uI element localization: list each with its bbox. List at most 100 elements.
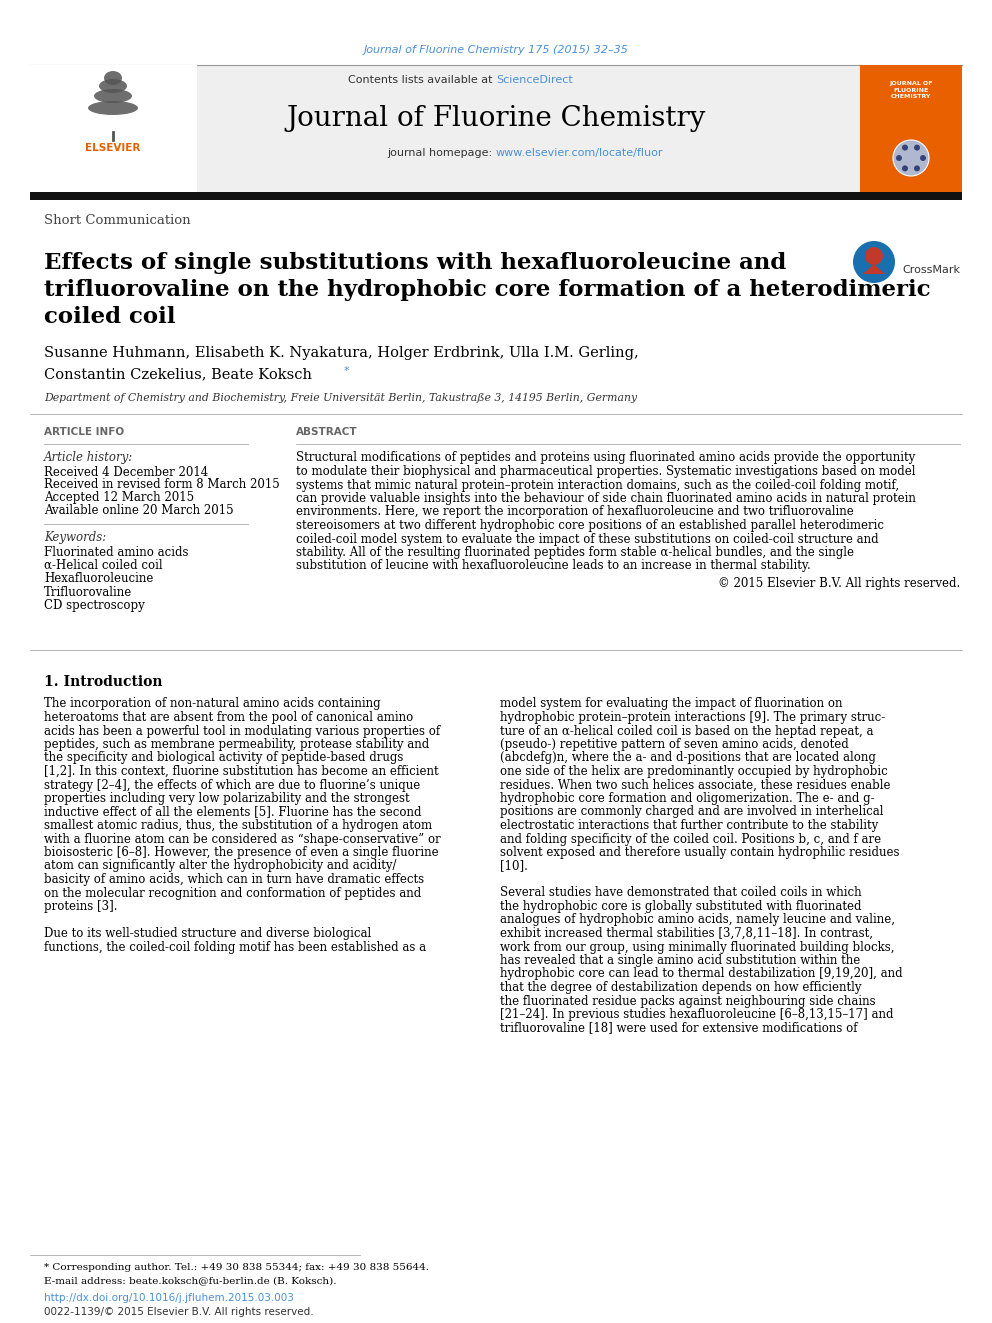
Text: solvent exposed and therefore usually contain hydrophilic residues: solvent exposed and therefore usually co… xyxy=(500,845,900,859)
Text: basicity of amino acids, which can in turn have dramatic effects: basicity of amino acids, which can in tu… xyxy=(44,873,425,886)
Text: Fluorinated amino acids: Fluorinated amino acids xyxy=(44,545,188,558)
Circle shape xyxy=(914,144,920,151)
Text: work from our group, using minimally fluorinated building blocks,: work from our group, using minimally flu… xyxy=(500,941,895,954)
Bar xyxy=(860,65,962,192)
Text: * Corresponding author. Tel.: +49 30 838 55344; fax: +49 30 838 55644.: * Corresponding author. Tel.: +49 30 838… xyxy=(44,1263,429,1273)
Text: ABSTRACT: ABSTRACT xyxy=(296,427,358,437)
Text: acids has been a powerful tool in modulating various properties of: acids has been a powerful tool in modula… xyxy=(44,725,440,737)
Text: Available online 20 March 2015: Available online 20 March 2015 xyxy=(44,504,234,517)
Text: [1,2]. In this context, fluorine substitution has become an efficient: [1,2]. In this context, fluorine substit… xyxy=(44,765,438,778)
Text: Accepted 12 March 2015: Accepted 12 March 2015 xyxy=(44,492,194,504)
Text: stereoisomers at two different hydrophobic core positions of an established para: stereoisomers at two different hydrophob… xyxy=(296,519,884,532)
Text: stability. All of the resulting fluorinated peptides form stable α-helical bundl: stability. All of the resulting fluorina… xyxy=(296,546,854,560)
Text: The incorporation of non-natural amino acids containing: The incorporation of non-natural amino a… xyxy=(44,697,381,710)
Text: 0022-1139/© 2015 Elsevier B.V. All rights reserved.: 0022-1139/© 2015 Elsevier B.V. All right… xyxy=(44,1307,313,1316)
Text: substitution of leucine with hexafluoroleucine leads to an increase in thermal s: substitution of leucine with hexafluorol… xyxy=(296,560,810,573)
Text: Constantin Czekelius, Beate Koksch: Constantin Czekelius, Beate Koksch xyxy=(44,366,316,381)
Ellipse shape xyxy=(94,89,132,103)
Text: 1. Introduction: 1. Introduction xyxy=(44,675,163,689)
Text: analogues of hydrophobic amino acids, namely leucine and valine,: analogues of hydrophobic amino acids, na… xyxy=(500,913,895,926)
Circle shape xyxy=(896,155,902,161)
Circle shape xyxy=(853,241,895,283)
Circle shape xyxy=(865,247,883,265)
Text: trifluorovaline [18] were used for extensive modifications of: trifluorovaline [18] were used for exten… xyxy=(500,1021,857,1035)
Text: systems that mimic natural protein–protein interaction domains, such as the coil: systems that mimic natural protein–prote… xyxy=(296,479,899,492)
Text: with a fluorine atom can be considered as “shape-conservative” or: with a fluorine atom can be considered a… xyxy=(44,832,440,845)
Text: [21–24]. In previous studies hexafluoroleucine [6–8,13,15–17] and: [21–24]. In previous studies hexafluorol… xyxy=(500,1008,894,1021)
Text: ture of an α-helical coiled coil is based on the heptad repeat, a: ture of an α-helical coiled coil is base… xyxy=(500,725,874,737)
Text: CrossMark: CrossMark xyxy=(902,265,960,275)
Text: coiled-coil model system to evaluate the impact of these substitutions on coiled: coiled-coil model system to evaluate the… xyxy=(296,532,879,545)
Text: one side of the helix are predominantly occupied by hydrophobic: one side of the helix are predominantly … xyxy=(500,765,888,778)
Text: Trifluorovaline: Trifluorovaline xyxy=(44,586,132,599)
Text: that the degree of destabilization depends on how efficiently: that the degree of destabilization depen… xyxy=(500,980,861,994)
Text: smallest atomic radius, thus, the substitution of a hydrogen atom: smallest atomic radius, thus, the substi… xyxy=(44,819,433,832)
Text: functions, the coiled-coil folding motif has been established as a: functions, the coiled-coil folding motif… xyxy=(44,941,427,954)
Polygon shape xyxy=(863,265,885,274)
Text: and folding specificity of the coiled coil. Positions b, c, and f are: and folding specificity of the coiled co… xyxy=(500,832,881,845)
Circle shape xyxy=(914,165,920,172)
Text: α-Helical coiled coil: α-Helical coiled coil xyxy=(44,560,163,572)
Text: Structural modifications of peptides and proteins using fluorinated amino acids : Structural modifications of peptides and… xyxy=(296,451,916,464)
Text: Effects of single substitutions with hexafluoroleucine and: Effects of single substitutions with hex… xyxy=(44,251,787,274)
Text: can provide valuable insights into the behaviour of side chain fluorinated amino: can provide valuable insights into the b… xyxy=(296,492,916,505)
Text: www.elsevier.com/locate/fluor: www.elsevier.com/locate/fluor xyxy=(496,148,664,157)
Text: hydrophobic core formation and oligomerization. The e- and g-: hydrophobic core formation and oligomeri… xyxy=(500,792,875,804)
Text: residues. When two such helices associate, these residues enable: residues. When two such helices associat… xyxy=(500,778,891,791)
Circle shape xyxy=(920,155,926,161)
Text: journal homepage:: journal homepage: xyxy=(387,148,496,157)
Text: Hexafluoroleucine: Hexafluoroleucine xyxy=(44,573,154,586)
Text: Journal of Fluorine Chemistry 175 (2015) 32–35: Journal of Fluorine Chemistry 175 (2015)… xyxy=(363,45,629,56)
Text: Keywords:: Keywords: xyxy=(44,532,106,545)
Text: http://dx.doi.org/10.1016/j.jfluhem.2015.03.003: http://dx.doi.org/10.1016/j.jfluhem.2015… xyxy=(44,1293,294,1303)
Text: model system for evaluating the impact of fluorination on: model system for evaluating the impact o… xyxy=(500,697,842,710)
Text: Department of Chemistry and Biochemistry, Freie Universität Berlin, Takustraße 3: Department of Chemistry and Biochemistry… xyxy=(44,393,637,404)
Text: © 2015 Elsevier B.V. All rights reserved.: © 2015 Elsevier B.V. All rights reserved… xyxy=(718,577,960,590)
Text: proteins [3].: proteins [3]. xyxy=(44,900,117,913)
Text: on the molecular recognition and conformation of peptides and: on the molecular recognition and conform… xyxy=(44,886,422,900)
Bar xyxy=(30,192,962,200)
Text: electrostatic interactions that further contribute to the stability: electrostatic interactions that further … xyxy=(500,819,878,832)
Text: the fluorinated residue packs against neighbouring side chains: the fluorinated residue packs against ne… xyxy=(500,995,876,1008)
Text: hydrophobic protein–protein interactions [9]. The primary struc-: hydrophobic protein–protein interactions… xyxy=(500,710,885,724)
Ellipse shape xyxy=(99,79,127,93)
Text: Journal of Fluorine Chemistry: Journal of Fluorine Chemistry xyxy=(287,105,705,131)
Text: environments. Here, we report the incorporation of hexafluoroleucine and two tri: environments. Here, we report the incorp… xyxy=(296,505,854,519)
Text: Contents lists available at: Contents lists available at xyxy=(348,75,496,85)
Text: Received in revised form 8 March 2015: Received in revised form 8 March 2015 xyxy=(44,479,280,492)
Text: bioisosteric [6–8]. However, the presence of even a single fluorine: bioisosteric [6–8]. However, the presenc… xyxy=(44,845,438,859)
Bar xyxy=(30,65,962,192)
Text: [10].: [10]. xyxy=(500,860,528,872)
Text: CD spectroscopy: CD spectroscopy xyxy=(44,599,145,613)
Text: the specificity and biological activity of peptide-based drugs: the specificity and biological activity … xyxy=(44,751,404,765)
Text: strategy [2–4], the effects of which are due to fluorine’s unique: strategy [2–4], the effects of which are… xyxy=(44,778,421,791)
Text: heteroatoms that are absent from the pool of canonical amino: heteroatoms that are absent from the poo… xyxy=(44,710,414,724)
Text: trifluorovaline on the hydrophobic core formation of a heterodimeric: trifluorovaline on the hydrophobic core … xyxy=(44,279,930,302)
Ellipse shape xyxy=(104,71,122,85)
Text: E-mail address: beate.koksch@fu-berlin.de (B. Koksch).: E-mail address: beate.koksch@fu-berlin.d… xyxy=(44,1277,336,1286)
Text: hydrophobic core can lead to thermal destabilization [9,19,20], and: hydrophobic core can lead to thermal des… xyxy=(500,967,903,980)
Text: Susanne Huhmann, Elisabeth K. Nyakatura, Holger Erdbrink, Ulla I.M. Gerling,: Susanne Huhmann, Elisabeth K. Nyakatura,… xyxy=(44,347,639,360)
Text: Several studies have demonstrated that coiled coils in which: Several studies have demonstrated that c… xyxy=(500,886,862,900)
Text: the hydrophobic core is globally substituted with fluorinated: the hydrophobic core is globally substit… xyxy=(500,900,861,913)
Bar xyxy=(30,65,197,192)
Text: atom can significantly alter the hydrophobicity and acidity/: atom can significantly alter the hydroph… xyxy=(44,860,397,872)
Text: to modulate their biophysical and pharmaceutical properties. Systematic investig: to modulate their biophysical and pharma… xyxy=(296,464,916,478)
Text: peptides, such as membrane permeability, protease stability and: peptides, such as membrane permeability,… xyxy=(44,738,430,751)
Text: *: * xyxy=(344,366,349,376)
Ellipse shape xyxy=(88,101,138,115)
Text: ARTICLE INFO: ARTICLE INFO xyxy=(44,427,124,437)
Text: coiled coil: coiled coil xyxy=(44,306,176,328)
Text: ELSEVIER: ELSEVIER xyxy=(85,143,141,153)
Text: Article history:: Article history: xyxy=(44,451,133,464)
Text: (abcdefg)n, where the a- and d-positions that are located along: (abcdefg)n, where the a- and d-positions… xyxy=(500,751,876,765)
Circle shape xyxy=(902,144,908,151)
Text: JOURNAL OF
FLUORINE
CHEMISTRY: JOURNAL OF FLUORINE CHEMISTRY xyxy=(889,81,932,99)
Text: inductive effect of all the elements [5]. Fluorine has the second: inductive effect of all the elements [5]… xyxy=(44,806,422,819)
Text: Received 4 December 2014: Received 4 December 2014 xyxy=(44,466,208,479)
Text: ScienceDirect: ScienceDirect xyxy=(496,75,572,85)
Circle shape xyxy=(893,140,929,176)
Text: Due to its well-studied structure and diverse biological: Due to its well-studied structure and di… xyxy=(44,927,371,941)
Text: properties including very low polarizability and the strongest: properties including very low polarizabi… xyxy=(44,792,410,804)
Circle shape xyxy=(902,165,908,172)
